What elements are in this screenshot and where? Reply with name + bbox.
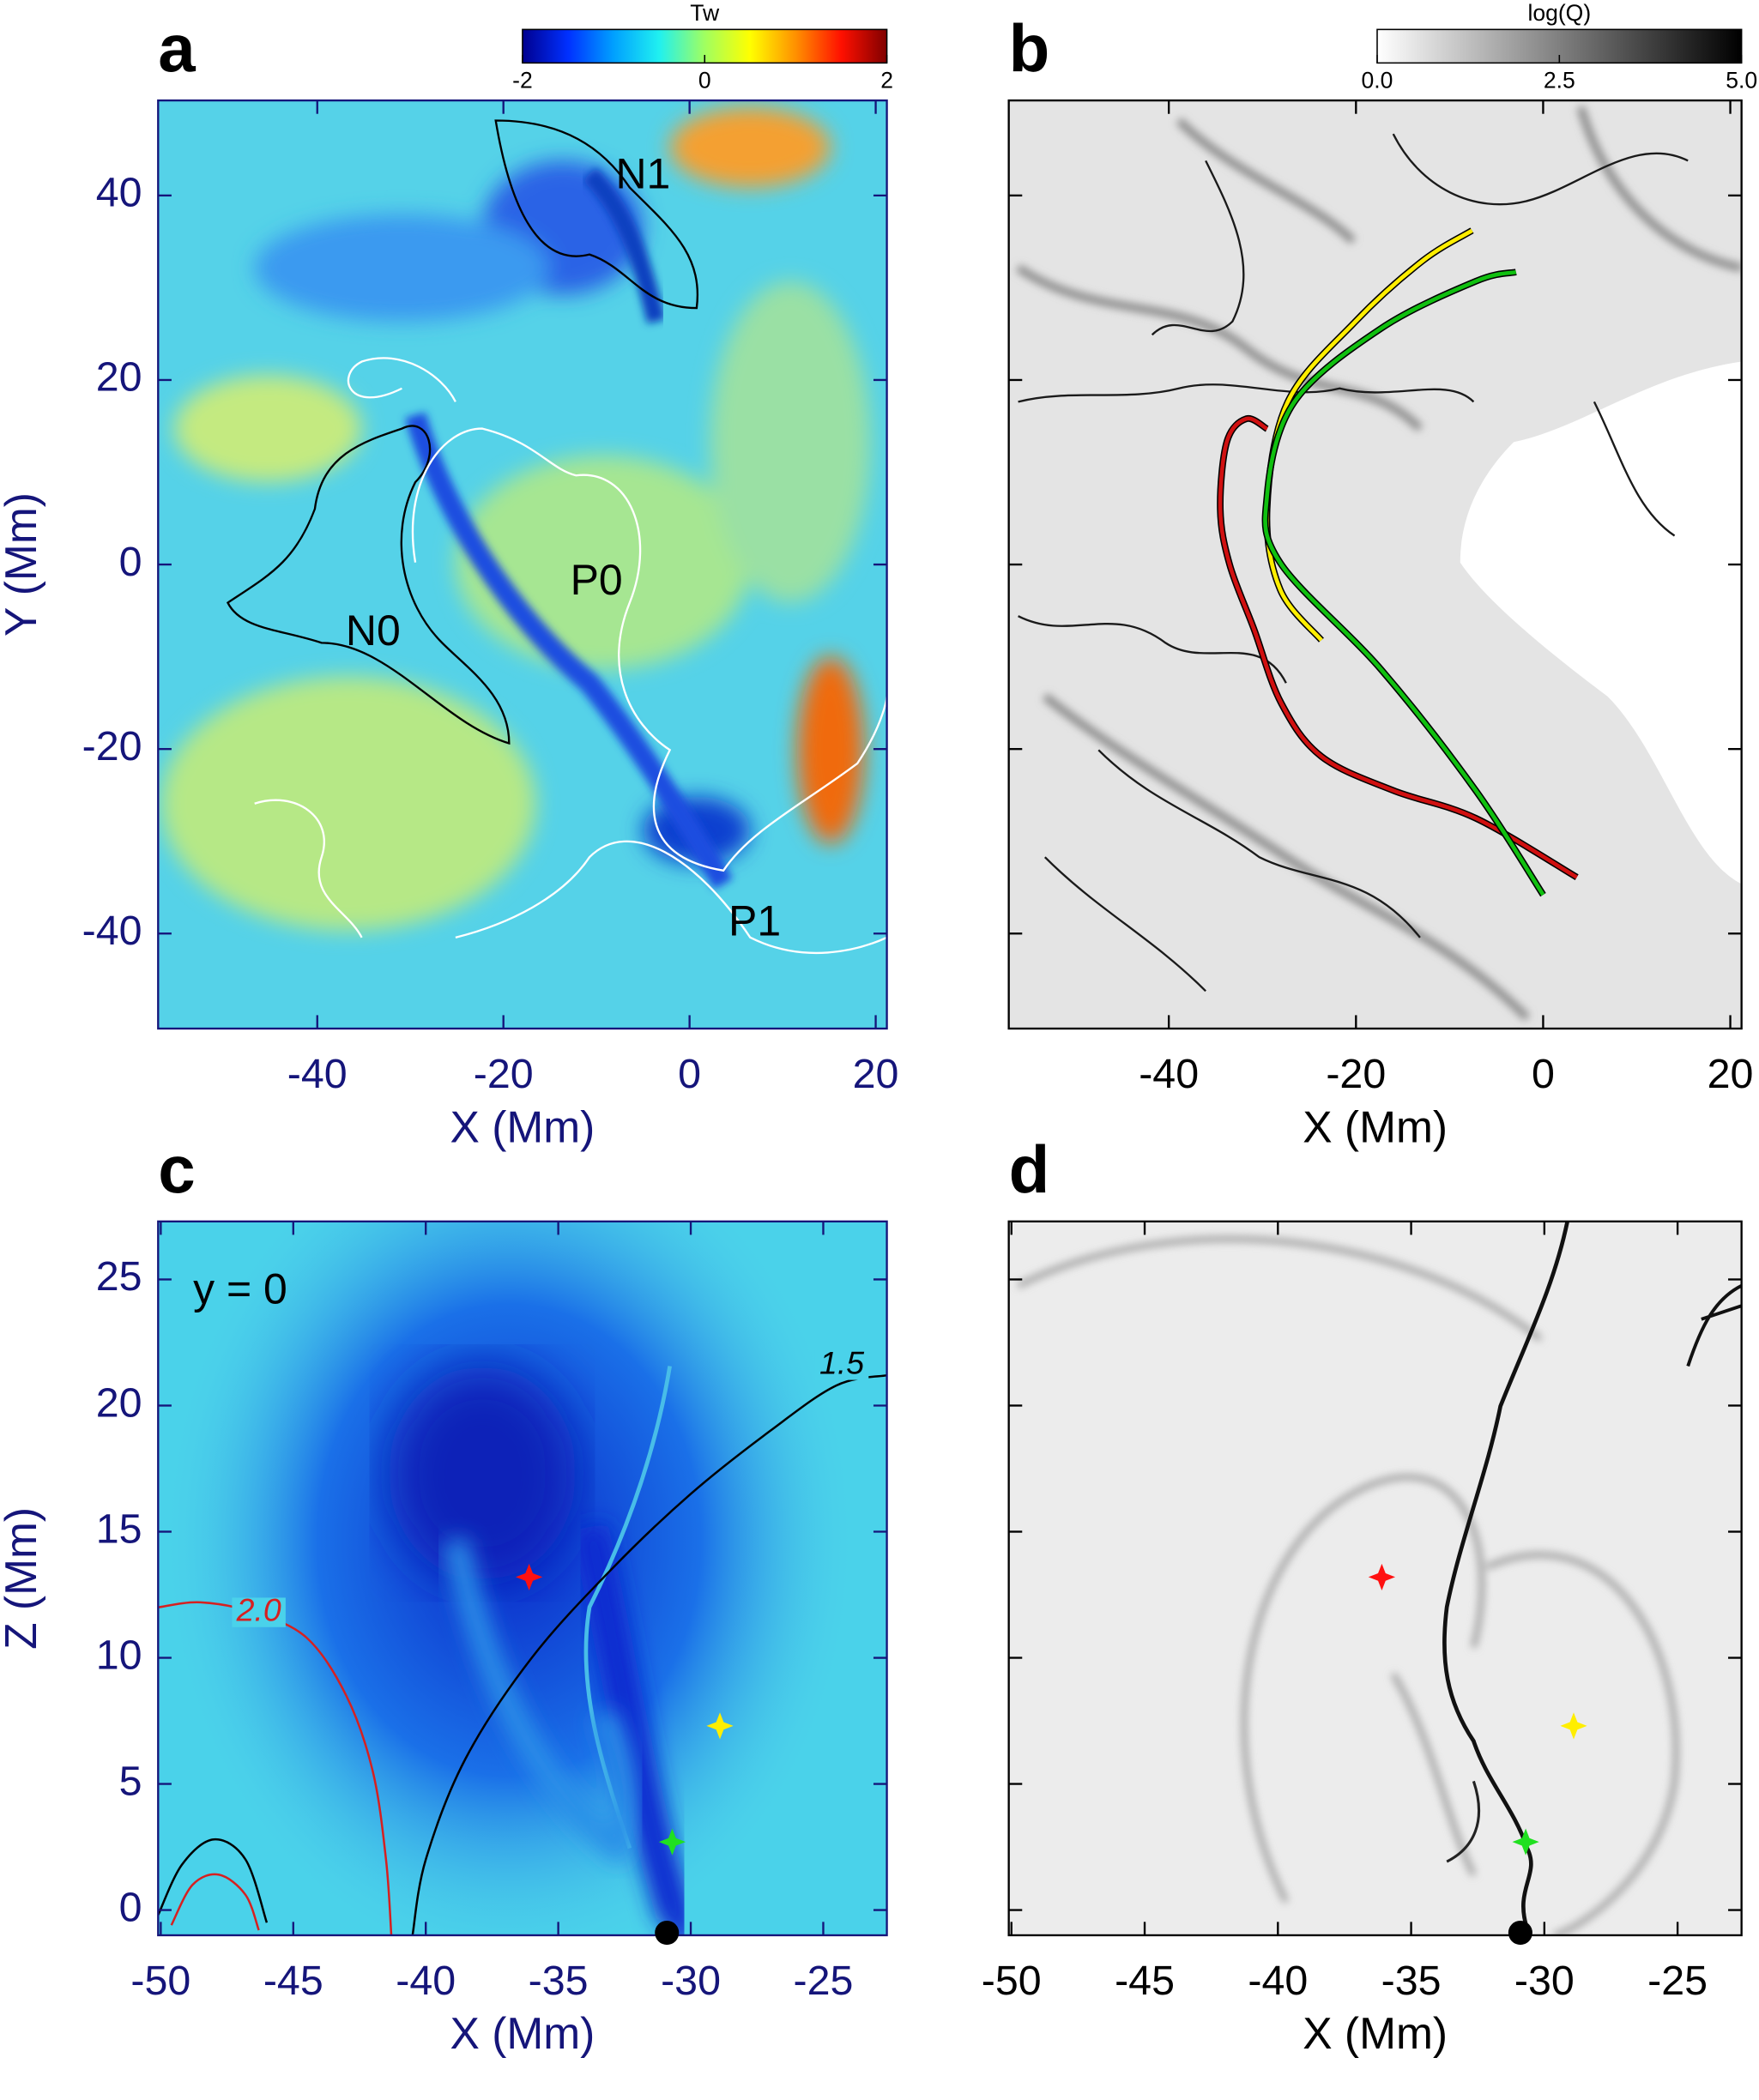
logq-map [1008,100,1742,1029]
annotation: y = 0 [193,1264,287,1312]
x-tick-label: -30 [1514,1958,1575,2004]
x-tick-label: -50 [130,1958,190,2004]
colorbar-tick-label: 0.0 [1362,67,1393,93]
panel-label: a [158,10,196,86]
colorbar-tick-label: 2.5 [1544,67,1575,93]
colorbar-tick-label: 0 [698,67,711,93]
field-line [1263,269,1545,896]
annotation: N1 [615,150,670,198]
field-line [1265,228,1473,642]
marker [1560,1712,1587,1740]
y-tick-label: 0 [119,539,142,585]
annotation: P0 [571,556,623,604]
y-tick-label: 10 [96,1632,142,1678]
panel-label: d [1009,1131,1050,1207]
x-tick-label: -45 [1115,1958,1175,2004]
x-axis-label: X (Mm) [450,1101,595,1151]
annotation: P1 [728,897,781,945]
x-axis-label: X (Mm) [1303,1101,1448,1151]
marker [658,1828,686,1856]
contour-label-bg [814,1350,869,1380]
axes-frame [1007,1220,1743,1937]
colorbar-tick-label: 2 [880,67,893,93]
marker [1508,1920,1532,1946]
y-tick-label: 25 [96,1253,142,1300]
marker [516,1563,543,1591]
field-line [1218,416,1578,879]
x-tick-label: 20 [1708,1051,1754,1097]
contour-label: 2.0 [236,1591,281,1627]
colorbar-title: log(Q) [1527,0,1591,26]
y-tick-label: 5 [119,1758,142,1804]
annotation: N0 [346,606,401,655]
contour-line [170,1873,260,1931]
x-tick-label: -30 [661,1958,721,2004]
colorbar-tick-label: -2 [512,67,533,93]
x-tick-label: -40 [287,1051,348,1097]
axes-frame [157,1220,888,1937]
y-tick-label: 20 [96,354,142,401]
x-tick-label: -40 [1248,1958,1308,2004]
marker [655,1920,680,1946]
x-tick-label: -40 [1139,1051,1199,1097]
contour-line [158,1838,269,1923]
y-tick-label: 0 [119,1884,142,1930]
y-tick-label: 40 [96,170,142,216]
x-tick-label: -50 [982,1958,1042,2004]
x-tick-label: -20 [1326,1051,1386,1097]
x-axis-label: X (Mm) [450,2008,595,2058]
x-tick-label: 20 [853,1051,899,1097]
panel-label: b [1009,10,1050,86]
tw-map [158,100,887,1029]
x-tick-label: -40 [396,1958,456,2004]
colorbar-tick-label: 5.0 [1726,67,1757,93]
y-tick-label: -40 [82,908,142,954]
contour-label: 1.5 [819,1344,864,1380]
x-axis-label: X (Mm) [1303,2008,1448,2058]
plot-area: 1.5 2.0 [158,1344,887,1935]
plot-area [1217,227,1579,897]
x-tick-label: -25 [1647,1958,1708,2004]
tw-slice [158,1221,887,1935]
colorbar-title: Tw [690,0,720,26]
x-tick-label: 0 [1532,1051,1555,1097]
y-tick-label: 15 [96,1506,142,1552]
x-tick-label: 0 [678,1051,701,1097]
marker [706,1712,734,1740]
y-axis-label: Z (Mm) [0,1507,45,1650]
x-tick-label: -45 [263,1958,323,2004]
contour-label-bg [232,1597,286,1627]
x-tick-label: -35 [1381,1958,1442,2004]
x-tick-label: -20 [474,1051,534,1097]
x-tick-label: -25 [794,1958,854,2004]
y-axis-label: Y (Mm) [0,492,45,637]
x-tick-label: -35 [529,1958,589,2004]
marker [1512,1828,1539,1856]
y-tick-label: -20 [82,723,142,769]
contour-line [411,1373,887,1935]
marker [1368,1563,1396,1591]
y-tick-label: 20 [96,1379,142,1426]
panel-label: c [158,1131,195,1207]
contour-line [158,1601,393,1935]
